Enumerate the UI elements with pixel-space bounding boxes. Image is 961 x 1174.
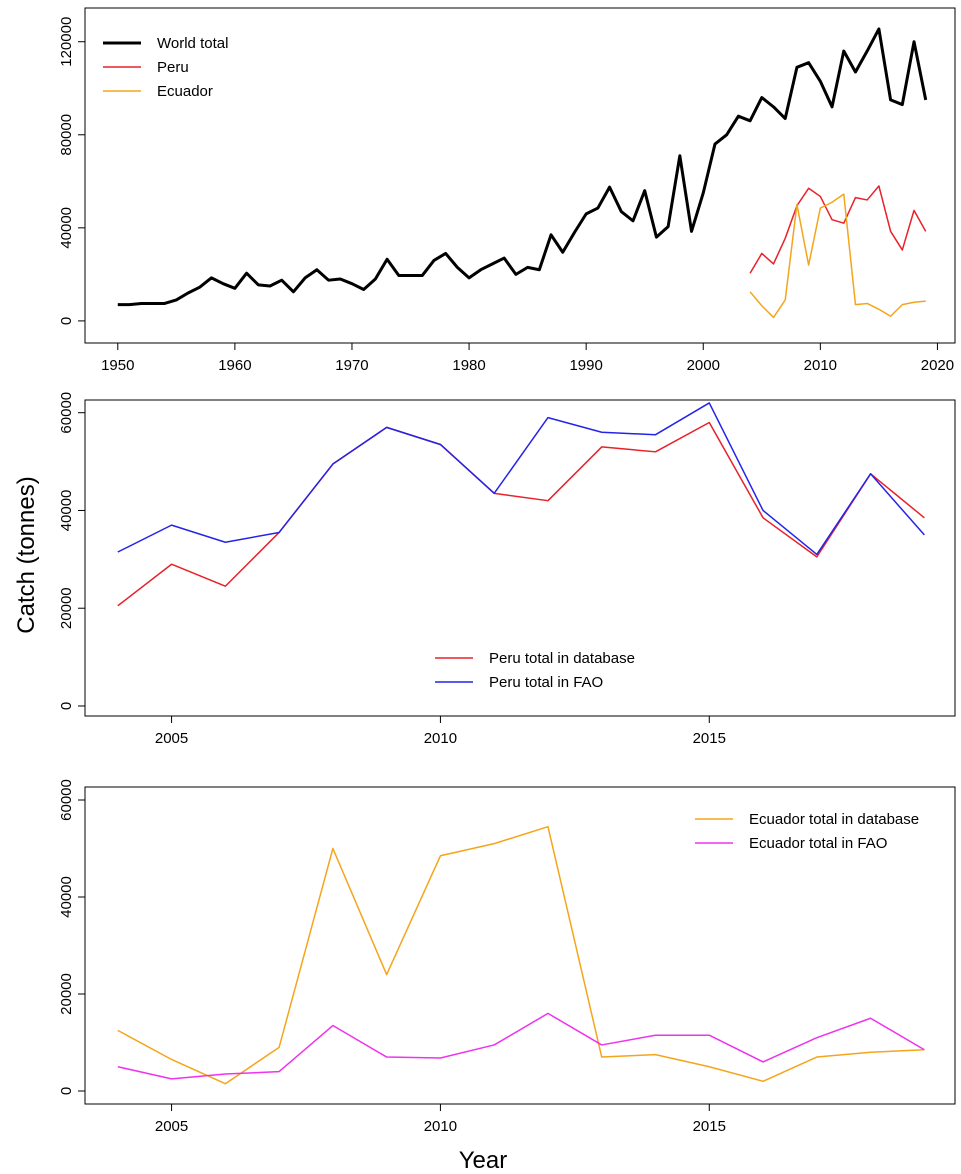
legend-label: Ecuador <box>157 83 213 100</box>
series-line <box>117 1012 925 1080</box>
x-axis-label: Year <box>459 1147 508 1174</box>
x-tick-label: 1990 <box>569 357 602 374</box>
series-line <box>749 193 926 319</box>
x-tick-label: 1960 <box>218 357 251 374</box>
x-tick-label: 2010 <box>424 730 457 747</box>
y-tick-label: 80000 <box>58 114 75 156</box>
y-axis-label: Catch (tonnes) <box>13 476 40 633</box>
x-tick-label: 2010 <box>424 1118 457 1135</box>
legend-label: Peru total in FAO <box>489 674 603 691</box>
y-tick-label: 0 <box>58 702 75 710</box>
plot-box <box>84 399 956 717</box>
y-tick-label: 40000 <box>58 876 75 918</box>
series-line <box>117 27 928 307</box>
y-tick-label: 0 <box>58 1087 75 1095</box>
x-tick-label: 2000 <box>687 357 720 374</box>
y-tick-label: 20000 <box>58 973 75 1015</box>
legend-label: Peru <box>157 59 189 76</box>
y-tick-label: 20000 <box>58 587 75 629</box>
y-tick-label: 120000 <box>58 17 75 67</box>
legend-label: Ecuador total in database <box>749 811 919 828</box>
y-tick-label: 40000 <box>58 207 75 249</box>
x-tick-label: 2015 <box>693 730 726 747</box>
x-tick-label: 1950 <box>101 357 134 374</box>
x-tick-label: 2015 <box>693 1118 726 1135</box>
series-line <box>749 185 927 274</box>
legend-label: Ecuador total in FAO <box>749 835 887 852</box>
y-tick-label: 60000 <box>58 392 75 434</box>
series-line <box>117 421 925 607</box>
x-tick-label: 2020 <box>921 357 954 374</box>
series-line <box>117 825 925 1085</box>
plot-box <box>84 7 956 344</box>
y-tick-label: 0 <box>58 317 75 325</box>
x-tick-label: 2010 <box>804 357 837 374</box>
x-tick-label: 2005 <box>155 730 188 747</box>
x-tick-label: 1970 <box>335 357 368 374</box>
x-tick-label: 1980 <box>452 357 485 374</box>
y-tick-label: 40000 <box>58 490 75 532</box>
legend-label: World total <box>157 35 228 52</box>
y-tick-label: 60000 <box>58 779 75 821</box>
series-line <box>117 402 925 556</box>
legend-label: Peru total in database <box>489 650 635 667</box>
plot-box <box>84 786 956 1105</box>
x-tick-label: 2005 <box>155 1118 188 1135</box>
